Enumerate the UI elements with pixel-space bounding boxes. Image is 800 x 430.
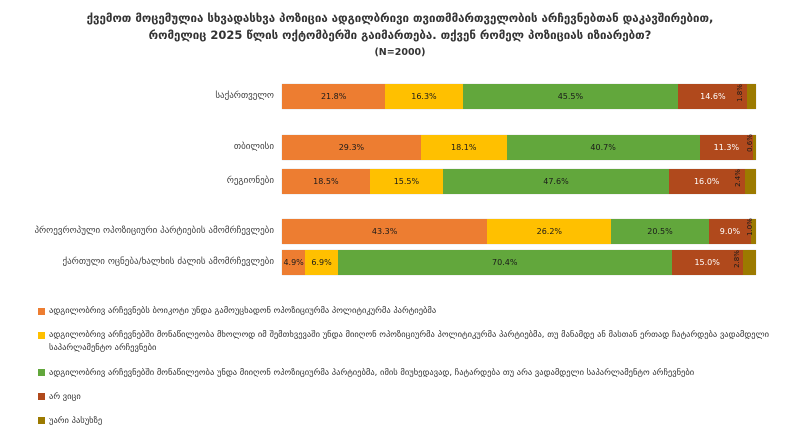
bar-segment: 26.2%: [487, 219, 612, 244]
legend-item: ადგილობრივ არჩევნებში მონაწილეობა უნდა მ…: [38, 367, 786, 380]
bar-segment: 18.5%: [282, 169, 370, 194]
bar-track: 4.9% 6.9% 70.4% 15.0% 2.8%: [282, 250, 756, 275]
legend-marker-icon: [38, 369, 45, 377]
chart-title: ქვემოთ მოცემულია სხვადასხვა პოზიცია ადგი…: [86, 11, 714, 43]
segment-value-label: 15.0%: [694, 258, 720, 267]
bar-segment: 21.8%: [282, 84, 386, 109]
legend-marker-icon: [38, 331, 45, 339]
bar-segment: 15.5%: [369, 169, 444, 194]
segment-value-label: 6.9%: [311, 258, 332, 267]
segment-value-label: 45.5%: [557, 92, 584, 101]
segment-value-label: 16.0%: [693, 177, 720, 186]
bar-segment: 9.0%: [708, 219, 752, 244]
category-label: საქართველო: [215, 90, 274, 101]
stacked-bar-chart: საქართველო 21.8% 16.3% 45.5% 14.6% 1.8% თბილის…: [0, 78, 800, 275]
category-label: თბილისი: [233, 141, 274, 152]
segment-value-label: 9.0%: [719, 227, 741, 236]
segment-value-label: 29.3%: [338, 143, 365, 152]
segment-value-label: 26.2%: [536, 227, 563, 236]
bar-segment: 6.9%: [305, 250, 338, 275]
segment-value-label: 4.9%: [283, 258, 304, 267]
bar-track: 43.3% 26.2% 20.5% 9.0%: [282, 219, 756, 244]
legend-item-label: ადგილობრივ არჩევნებში მონაწილეობა მხოლოდ…: [49, 330, 770, 354]
bar-track: 18.5% 15.5% 47.6% 16.0% 2.4%: [282, 169, 756, 194]
legend-item-label: არ ვიცი: [49, 391, 81, 402]
segment-value-label: 43.3%: [371, 227, 398, 236]
legend-item: ადგილობრივ არჩევნებს ბოიკოტი უნდა გამოუც…: [38, 305, 786, 318]
segment-value-label: 47.6%: [543, 177, 569, 186]
segment-value-label-rotated: 1.0%: [746, 218, 754, 236]
segment-value-label: 14.6%: [700, 92, 726, 101]
legend-item: ადგილობრივ არჩევნებში მონაწილეობა მხოლოდ…: [38, 329, 786, 355]
bar-track: 21.8% 16.3% 45.5% 14.6% 1.8%: [282, 84, 756, 109]
segment-value-label: 18.1%: [451, 143, 477, 152]
sample-size-label: (N=2000): [374, 46, 426, 58]
bar-segment: 18.1%: [420, 135, 507, 160]
bar-rows: საქართველო 21.8% 16.3% 45.5% 14.6% 1.8% თბილის…: [0, 84, 800, 275]
segment-value-label-rotated: 2.8%: [733, 249, 742, 268]
bar-segment: 2.4%: [734, 169, 756, 194]
bar-row: ქართული ოცნება/ხალხის ძალის ამომრჩევლები…: [0, 250, 800, 275]
bar-segment: 43.3%: [282, 219, 488, 244]
chart-title-block: ქვემოთ მოცემულია სხვადასხვა პოზიცია ადგი…: [40, 10, 760, 58]
bar-segment: 16.3%: [385, 84, 463, 109]
legend-item-label: უარი პასუხზე: [49, 415, 103, 426]
segment-value-label: 11.3%: [713, 143, 740, 152]
bar-segment: 47.6%: [443, 169, 669, 194]
bar-segment: 29.3%: [282, 135, 421, 160]
bar-segment: 15.0%: [671, 250, 743, 275]
bar-segment: 20.5%: [611, 219, 709, 244]
bar-segment: 40.7%: [506, 135, 700, 160]
bar-track: 29.3% 18.1% 40.7% 11.3%: [282, 135, 756, 160]
legend: ადგილობრივ არჩევნებს ბოიკოტი უნდა გამოუც…: [38, 305, 786, 430]
legend-item: უარი პასუხზე: [38, 415, 786, 428]
segment-value-label: 70.4%: [492, 258, 518, 267]
segment-value-label: 21.8%: [320, 92, 347, 101]
legend-marker-icon: [38, 307, 45, 315]
category-label: პროევროპული ოპოზიციური პარტიების ამომრჩე…: [34, 225, 274, 236]
legend-item-label: ადგილობრივ არჩევნებში მონაწილეობა უნდა მ…: [49, 367, 695, 378]
bar-segment: 11.3%: [699, 135, 754, 160]
category-label: ქართული ოცნება/ხალხის ძალის ამომრჩევლები: [62, 256, 274, 267]
legend-marker-icon: [38, 417, 45, 425]
segment-value-label: 16.3%: [411, 92, 437, 101]
bar-segment: 14.6%: [678, 84, 748, 109]
bar-segment: 1.8%: [736, 84, 756, 109]
bar-segment: 2.8%: [733, 250, 756, 275]
bar-segment: 45.5%: [462, 84, 679, 109]
segment-value-label: 18.5%: [313, 177, 339, 186]
category-label: რეგიონები: [226, 175, 274, 186]
segment-value-label-rotated: 2.4%: [734, 168, 743, 187]
bar-segment: [751, 219, 756, 244]
legend-item: არ ვიცი: [38, 391, 786, 404]
bar-segment: 16.0%: [668, 169, 745, 194]
bar-row: საქართველო 21.8% 16.3% 45.5% 14.6% 1.8%: [0, 84, 800, 109]
legend-marker-icon: [38, 393, 45, 401]
segment-value-label-rotated: 0.6%: [746, 134, 754, 152]
bar-segment: [753, 135, 756, 160]
bar-segment: 70.4%: [337, 250, 672, 275]
bar-row: პროევროპული ოპოზიციური პარტიების ამომრჩე…: [0, 218, 800, 244]
segment-value-label: 15.5%: [393, 177, 420, 186]
bar-row: თბილისი 29.3% 18.1% 40.7% 11.3% 0.6%: [0, 134, 800, 160]
segment-value-label: 20.5%: [647, 227, 673, 236]
segment-value-label: 40.7%: [590, 143, 616, 152]
segment-value-label-rotated: 1.8%: [735, 83, 744, 102]
bar-segment: 4.9%: [282, 250, 306, 275]
bar-row: რეგიონები 18.5% 15.5% 47.6% 16.0% 2.4%: [0, 169, 800, 194]
legend-item-label: ადგილობრივ არჩევნებს ბოიკოტი უნდა გამოუც…: [49, 306, 437, 316]
